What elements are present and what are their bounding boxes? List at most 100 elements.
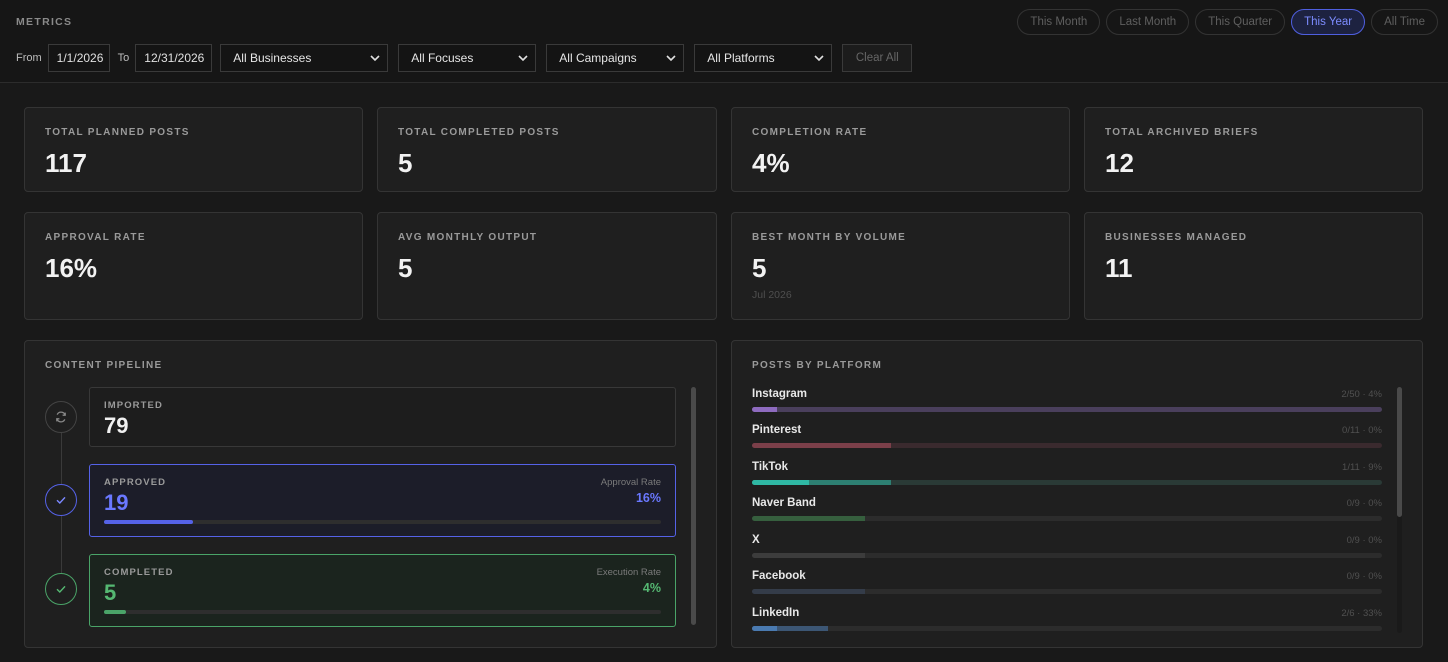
- check-icon: [56, 585, 66, 594]
- platform-row: X 0/9 · 0%: [752, 534, 1382, 564]
- refresh-icon: [56, 411, 66, 423]
- platform-progress-fill: [752, 407, 778, 412]
- platform-row: Facebook 0/9 · 0%: [752, 570, 1382, 600]
- period-this-quarter[interactable]: This Quarter: [1195, 9, 1286, 35]
- platforms-select[interactable]: All Platforms: [694, 44, 833, 72]
- stat-label: TOTAL ARCHIVED BRIEFS: [1105, 127, 1259, 138]
- platform-stat: 0/11 · 0%: [1342, 425, 1382, 436]
- posts-by-platform-panel: POSTS BY PLATFORM Instagram 2/50 · 4% Pint…: [731, 340, 1423, 648]
- platform-progress-tint: [752, 480, 891, 485]
- stat-value: 117: [45, 148, 87, 178]
- page-title: METRICS: [16, 16, 73, 28]
- stat-value: 11: [1105, 253, 1133, 283]
- stat-card-archived-briefs: TOTAL ARCHIVED BRIEFS 12: [1084, 107, 1423, 192]
- businesses-select-value: All Businesses: [233, 51, 312, 65]
- filter-bar: From 1/1/2026 To 12/31/2026 All Business…: [16, 44, 913, 72]
- completed-step: [45, 573, 77, 605]
- chevron-down-icon: [666, 55, 676, 62]
- platform-name: X: [752, 534, 760, 546]
- platform-progress-fill: [752, 626, 778, 631]
- stat-label: COMPLETION RATE: [752, 127, 868, 138]
- stat-value: 12: [1105, 148, 1134, 178]
- stat-value: 16%: [45, 253, 98, 283]
- focuses-select[interactable]: All Focuses: [398, 44, 537, 72]
- stat-card-businesses-managed: BUSINESSES MANAGED 11: [1084, 212, 1423, 320]
- platform-progress-track: [752, 553, 1382, 558]
- panel-title: CONTENT PIPELINE: [45, 360, 163, 371]
- stat-card-best-month: BEST MONTH BY VOLUME 5 Jul 2026: [731, 212, 1070, 320]
- pipeline-scrollbar[interactable]: [691, 387, 696, 625]
- from-date-input[interactable]: 1/1/2026: [47, 44, 110, 72]
- stat-card-total-completed: TOTAL COMPLETED POSTS 5: [377, 107, 717, 192]
- platform-progress-tint: [752, 516, 866, 521]
- stage-label: IMPORTED: [104, 400, 163, 411]
- metrics-header: METRICS This Month Last Month This Quart…: [0, 0, 1448, 83]
- stat-label: BEST MONTH BY VOLUME: [752, 232, 907, 243]
- stat-label: APPROVAL RATE: [45, 232, 146, 243]
- stage-label: APPROVED: [104, 477, 167, 488]
- period-all-time[interactable]: All Time: [1371, 9, 1438, 35]
- platform-row: Naver Band 0/9 · 0%: [752, 497, 1382, 527]
- platform-name: Naver Band: [752, 497, 816, 509]
- approval-progress-track: [104, 520, 661, 524]
- platform-stat: 1/11 · 9%: [1342, 462, 1382, 473]
- stat-value: 5: [398, 253, 413, 283]
- campaigns-select[interactable]: All Campaigns: [546, 44, 685, 72]
- period-this-year[interactable]: This Year: [1291, 9, 1366, 35]
- platform-stat: 2/6 · 33%: [1341, 608, 1382, 619]
- period-this-month[interactable]: This Month: [1017, 9, 1101, 35]
- platform-progress-tint: [752, 443, 891, 448]
- platform-progress-track: [752, 589, 1382, 594]
- execution-rate-value: 4%: [642, 581, 661, 595]
- platform-row: Instagram 2/50 · 4%: [752, 388, 1382, 418]
- platform-stat: 2/50 · 4%: [1341, 389, 1382, 400]
- chevron-down-icon: [518, 55, 528, 62]
- stat-subtext: Jul 2026: [752, 289, 792, 301]
- platform-progress-tint: [752, 626, 828, 631]
- to-label: To: [117, 52, 130, 64]
- platform-scrollbar[interactable]: [1397, 387, 1402, 633]
- stage-imported: IMPORTED 79: [89, 387, 676, 447]
- execution-rate-label: Execution Rate: [596, 567, 661, 578]
- platform-progress-track: [752, 443, 1382, 448]
- platform-progress-tint: [752, 589, 866, 594]
- stat-value: 5: [752, 253, 767, 283]
- platform-name: TikTok: [752, 461, 788, 473]
- content-pipeline-panel: CONTENT PIPELINE IMPORTED 79 APPROVED 19…: [24, 340, 717, 648]
- from-label: From: [16, 52, 42, 64]
- platform-progress-track: [752, 480, 1382, 485]
- platform-name: Pinterest: [752, 424, 802, 436]
- platform-stat: 0/9 · 0%: [1346, 498, 1382, 509]
- approved-step: [45, 484, 77, 516]
- scroll-thumb[interactable]: [691, 387, 696, 625]
- stage-value: 5: [104, 580, 117, 605]
- scroll-thumb[interactable]: [1397, 387, 1402, 517]
- businesses-select[interactable]: All Businesses: [220, 44, 389, 72]
- approval-progress-fill: [104, 520, 194, 524]
- stat-card-total-planned: TOTAL PLANNED POSTS 117: [24, 107, 363, 192]
- stage-completed: COMPLETED 5 Execution Rate 4%: [89, 554, 676, 627]
- campaigns-select-value: All Campaigns: [559, 51, 637, 65]
- platform-row: TikTok 1/11 · 9%: [752, 461, 1382, 491]
- stage-approved: APPROVED 19 Approval Rate 16%: [89, 464, 676, 537]
- approval-rate-label: Approval Rate: [600, 477, 661, 488]
- stat-card-avg-monthly-output: AVG MONTHLY OUTPUT 5: [377, 212, 717, 320]
- check-icon: [56, 496, 66, 505]
- approval-rate-value: 16%: [635, 491, 661, 505]
- stat-card-completion-rate: COMPLETION RATE 4%: [731, 107, 1070, 192]
- imported-step: [45, 401, 77, 433]
- platform-progress-track: [752, 626, 1382, 631]
- panel-title: POSTS BY PLATFORM: [752, 360, 883, 371]
- stage-value: 79: [104, 413, 129, 438]
- clear-all-button[interactable]: Clear All: [842, 44, 913, 72]
- chevron-down-icon: [370, 55, 380, 62]
- focuses-select-value: All Focuses: [411, 51, 474, 65]
- to-date-input[interactable]: 12/31/2026: [135, 44, 213, 72]
- platform-name: Facebook: [752, 570, 806, 582]
- platform-row: LinkedIn 2/6 · 33%: [752, 607, 1382, 637]
- platform-name: Instagram: [752, 388, 807, 400]
- stat-label: BUSINESSES MANAGED: [1105, 232, 1248, 243]
- period-last-month[interactable]: Last Month: [1106, 9, 1190, 35]
- stat-card-approval-rate: APPROVAL RATE 16%: [24, 212, 363, 320]
- platform-progress-track: [752, 407, 1382, 412]
